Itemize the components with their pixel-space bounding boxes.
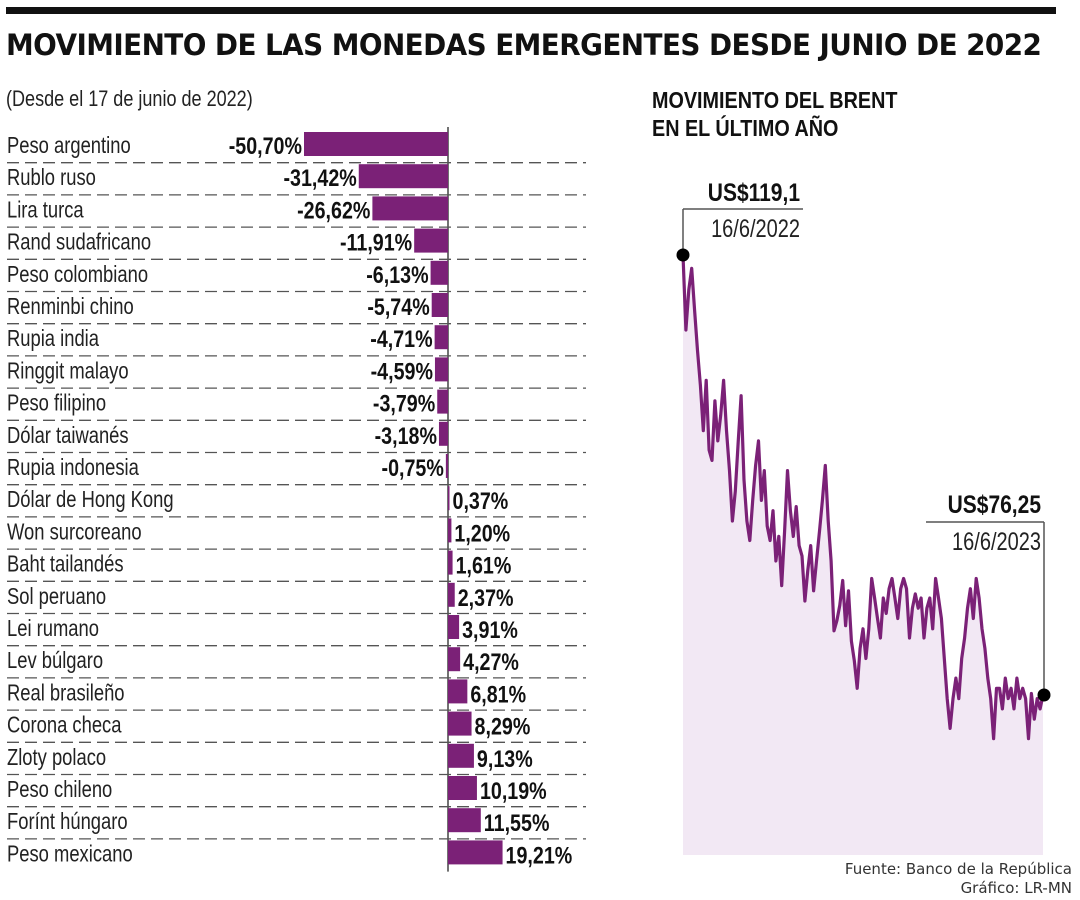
category-label: Rand sudafricano: [7, 230, 151, 255]
category-label: Real brasileño: [7, 681, 125, 706]
category-label: Rupia indonesia: [7, 455, 139, 480]
bar: [448, 518, 452, 543]
value-label: -4,71%: [370, 325, 432, 352]
bar: [431, 293, 448, 317]
value-label: 11,55%: [484, 809, 550, 836]
end-date-label: 16/6/2023: [952, 528, 1041, 556]
source-text: Fuente: Banco de la República: [844, 860, 1072, 878]
category-label: Peso chileno: [7, 777, 112, 802]
category-label: Peso filipino: [7, 391, 106, 416]
bar: [448, 743, 474, 768]
top-rule: [6, 7, 1056, 14]
category-label: Corona checa: [7, 713, 122, 738]
bar: [448, 550, 453, 575]
category-label: Renminbi chino: [7, 294, 134, 319]
bar: [448, 776, 477, 800]
category-label: Ringgit malayo: [7, 359, 129, 384]
category-label: Dólar taiwanés: [7, 423, 129, 448]
value-label: 2,37%: [458, 584, 514, 611]
category-label: Lei rumano: [7, 616, 99, 641]
start-point-marker: [676, 248, 690, 262]
category-label: Won surcoreano: [7, 520, 142, 545]
value-label: 3,91%: [462, 616, 518, 643]
category-label: Rupia india: [7, 326, 99, 351]
value-label: -26,62%: [297, 197, 370, 224]
bar: [358, 164, 448, 189]
bar: [430, 260, 448, 285]
value-label: -31,42%: [283, 164, 356, 191]
value-label: 0,37%: [453, 487, 509, 514]
page-title: MOVIMIENTO DE LAS MONEDAS EMERGENTES DES…: [6, 28, 1042, 62]
value-label: -11,91%: [340, 229, 412, 256]
bar: [448, 647, 461, 672]
bar: [372, 196, 448, 221]
value-label: -3,18%: [375, 422, 437, 449]
brent-title-line-2: EN EL ÚLTIMO AÑO: [652, 115, 839, 141]
category-label: Peso mexicano: [7, 842, 133, 867]
category-label: Peso argentino: [7, 133, 131, 158]
category-label: Rublo ruso: [7, 165, 96, 190]
bar: [304, 132, 448, 156]
bar: [434, 357, 448, 382]
bar: [448, 582, 455, 607]
currency-bar-chart: Peso argentino -50,70% Rublo ruso -31,42% Li…: [7, 127, 586, 872]
value-label: 6,81%: [470, 681, 526, 708]
brent-line-chart: US$119,1 16/6/2022 US$76,25 16/6/2023: [676, 178, 1051, 855]
source-note: Fuente: Banco de la República Gráfico: L…: [845, 860, 1072, 898]
category-label: Forínt húngaro: [7, 809, 128, 834]
bar: [448, 486, 450, 511]
value-label: 1,20%: [454, 520, 510, 547]
value-label: 19,21%: [506, 842, 573, 869]
bar: [437, 389, 448, 414]
value-label: 8,29%: [475, 713, 531, 740]
bar: [414, 228, 448, 253]
value-label: 10,19%: [480, 777, 547, 804]
start-value-label: US$119,1: [708, 178, 800, 206]
value-label: -0,75%: [382, 454, 444, 481]
category-label: Baht tailandés: [7, 552, 124, 577]
brent-chart-title: MOVIMIENTO DEL BRENT EN EL ÚLTIMO AÑO: [652, 86, 897, 142]
bar: [448, 711, 472, 736]
bar: [448, 615, 460, 639]
brent-line: [681, 254, 1045, 741]
credit-text: Gráfico: LR-MN: [960, 879, 1072, 897]
bar: [448, 679, 468, 704]
value-label: 9,13%: [477, 745, 533, 772]
value-label: -6,13%: [366, 261, 428, 288]
category-label: Lira turca: [7, 198, 84, 223]
end-point-marker: [1037, 688, 1051, 702]
value-label: 1,61%: [456, 552, 512, 579]
value-label: -5,74%: [367, 293, 429, 320]
bar: [445, 454, 448, 478]
category-label: Peso colombiano: [7, 262, 148, 287]
brent-title-line-1: MOVIMIENTO DEL BRENT: [652, 87, 898, 113]
bar: [448, 840, 503, 865]
bar: [434, 325, 448, 350]
value-label: -50,70%: [229, 132, 302, 159]
bar: [438, 421, 448, 446]
end-value-label: US$76,25: [948, 490, 1042, 518]
value-label: -4,59%: [371, 358, 433, 385]
start-date-label: 16/6/2022: [711, 215, 800, 243]
category-label: Zloty polaco: [7, 745, 106, 770]
category-label: Dólar de Hong Kong: [7, 487, 174, 512]
value-label: 4,27%: [463, 648, 519, 675]
category-label: Sol peruano: [7, 584, 106, 609]
value-label: -3,79%: [373, 390, 435, 417]
bar: [448, 808, 481, 833]
category-label: Lev búlgaro: [7, 648, 103, 673]
chart-subtitle: (Desde el 17 de junio de 2022): [6, 86, 253, 111]
